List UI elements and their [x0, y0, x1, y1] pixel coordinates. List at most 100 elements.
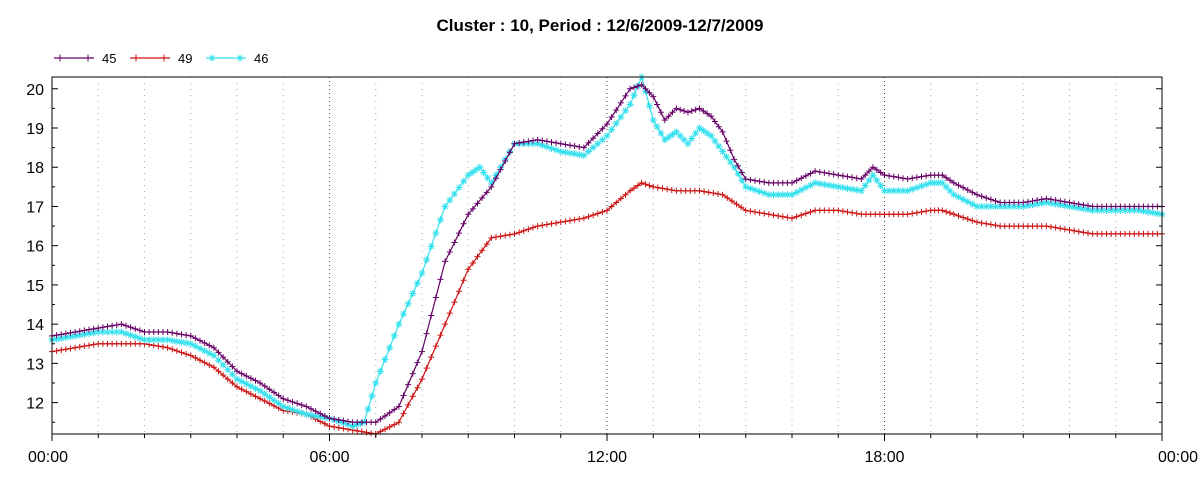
data-point — [738, 169, 745, 176]
data-point — [692, 106, 699, 113]
data-point — [155, 343, 162, 350]
data-point — [497, 166, 504, 173]
legend-item-49: 49 — [130, 51, 192, 66]
data-point — [680, 136, 688, 144]
data-point — [657, 129, 665, 137]
data-point — [770, 191, 777, 199]
data-point — [321, 420, 328, 427]
data-point — [784, 214, 791, 221]
data-point — [774, 191, 782, 199]
data-point — [752, 177, 758, 184]
data-point — [261, 398, 268, 405]
data-point — [1057, 197, 1064, 204]
data-point — [908, 185, 916, 193]
data-point — [589, 144, 597, 152]
data-point — [1010, 202, 1018, 210]
y-tick-label: 14 — [26, 317, 44, 334]
data-point — [275, 392, 282, 399]
data-point — [76, 328, 83, 335]
data-point — [622, 92, 629, 99]
data-point — [661, 136, 669, 144]
data-point — [947, 210, 954, 216]
data-point — [816, 180, 824, 188]
data-point — [484, 174, 492, 182]
data-point — [187, 332, 194, 339]
data-point — [405, 401, 412, 408]
data-point — [645, 102, 653, 110]
data-point — [853, 210, 860, 217]
data-point — [539, 137, 546, 144]
data-point — [210, 352, 218, 360]
data-point — [81, 327, 88, 334]
data-point — [939, 172, 946, 179]
data-point — [627, 187, 634, 194]
data-point — [62, 346, 69, 353]
data-point — [400, 392, 407, 399]
data-point — [622, 191, 629, 198]
data-point — [534, 223, 541, 230]
data-point — [783, 191, 791, 199]
data-point — [382, 426, 388, 433]
data-point — [220, 354, 227, 361]
data-point — [857, 187, 865, 195]
data-point — [109, 322, 116, 329]
data-point — [289, 398, 296, 405]
data-point — [340, 417, 347, 424]
data-point — [67, 329, 74, 336]
data-point — [530, 224, 536, 231]
data-point — [480, 168, 488, 176]
data-point — [950, 179, 957, 186]
data-point — [242, 380, 250, 388]
data-point — [571, 150, 579, 158]
data-point — [345, 418, 351, 425]
data-point — [1075, 201, 1082, 208]
data-point — [460, 220, 467, 227]
data-point — [94, 328, 102, 336]
data-point — [400, 310, 407, 318]
data-point — [437, 332, 444, 339]
data-point — [703, 129, 711, 137]
data-point — [90, 341, 97, 348]
data-point — [923, 208, 930, 215]
data-point — [197, 357, 203, 364]
data-point — [294, 400, 301, 407]
data-point — [62, 333, 70, 341]
y-tick-label: 19 — [26, 121, 44, 138]
data-point — [456, 288, 462, 295]
data-point — [747, 176, 754, 183]
data-point — [219, 361, 227, 369]
data-point — [511, 230, 518, 237]
data-point — [404, 300, 412, 308]
legend: 45 49 46 — [54, 51, 268, 66]
data-point — [56, 54, 64, 62]
data-point — [432, 294, 439, 301]
data-point — [423, 256, 431, 264]
data-point — [1130, 206, 1138, 214]
data-point — [257, 380, 264, 386]
data-point — [881, 172, 888, 179]
data-point — [664, 186, 671, 193]
data-point — [395, 320, 403, 328]
data-point — [279, 403, 287, 411]
data-point — [978, 219, 985, 226]
data-point — [53, 347, 60, 354]
data-point — [469, 205, 476, 212]
data-point — [265, 393, 273, 401]
chart-title: Cluster : 10, Period : 12/6/2009-12/7/20… — [437, 16, 764, 35]
data-point — [201, 359, 208, 366]
legend-label: 46 — [254, 51, 268, 66]
series-layer — [48, 73, 1166, 437]
data-point — [252, 384, 259, 392]
data-point — [862, 172, 869, 179]
data-point — [557, 140, 564, 147]
data-point — [825, 181, 833, 189]
data-point — [585, 213, 592, 220]
data-point — [289, 406, 296, 414]
data-point — [118, 321, 125, 328]
data-point — [562, 141, 569, 148]
data-point — [428, 354, 435, 361]
data-point — [280, 395, 287, 402]
data-point — [964, 198, 972, 206]
data-point — [539, 222, 546, 229]
data-point — [992, 202, 999, 210]
